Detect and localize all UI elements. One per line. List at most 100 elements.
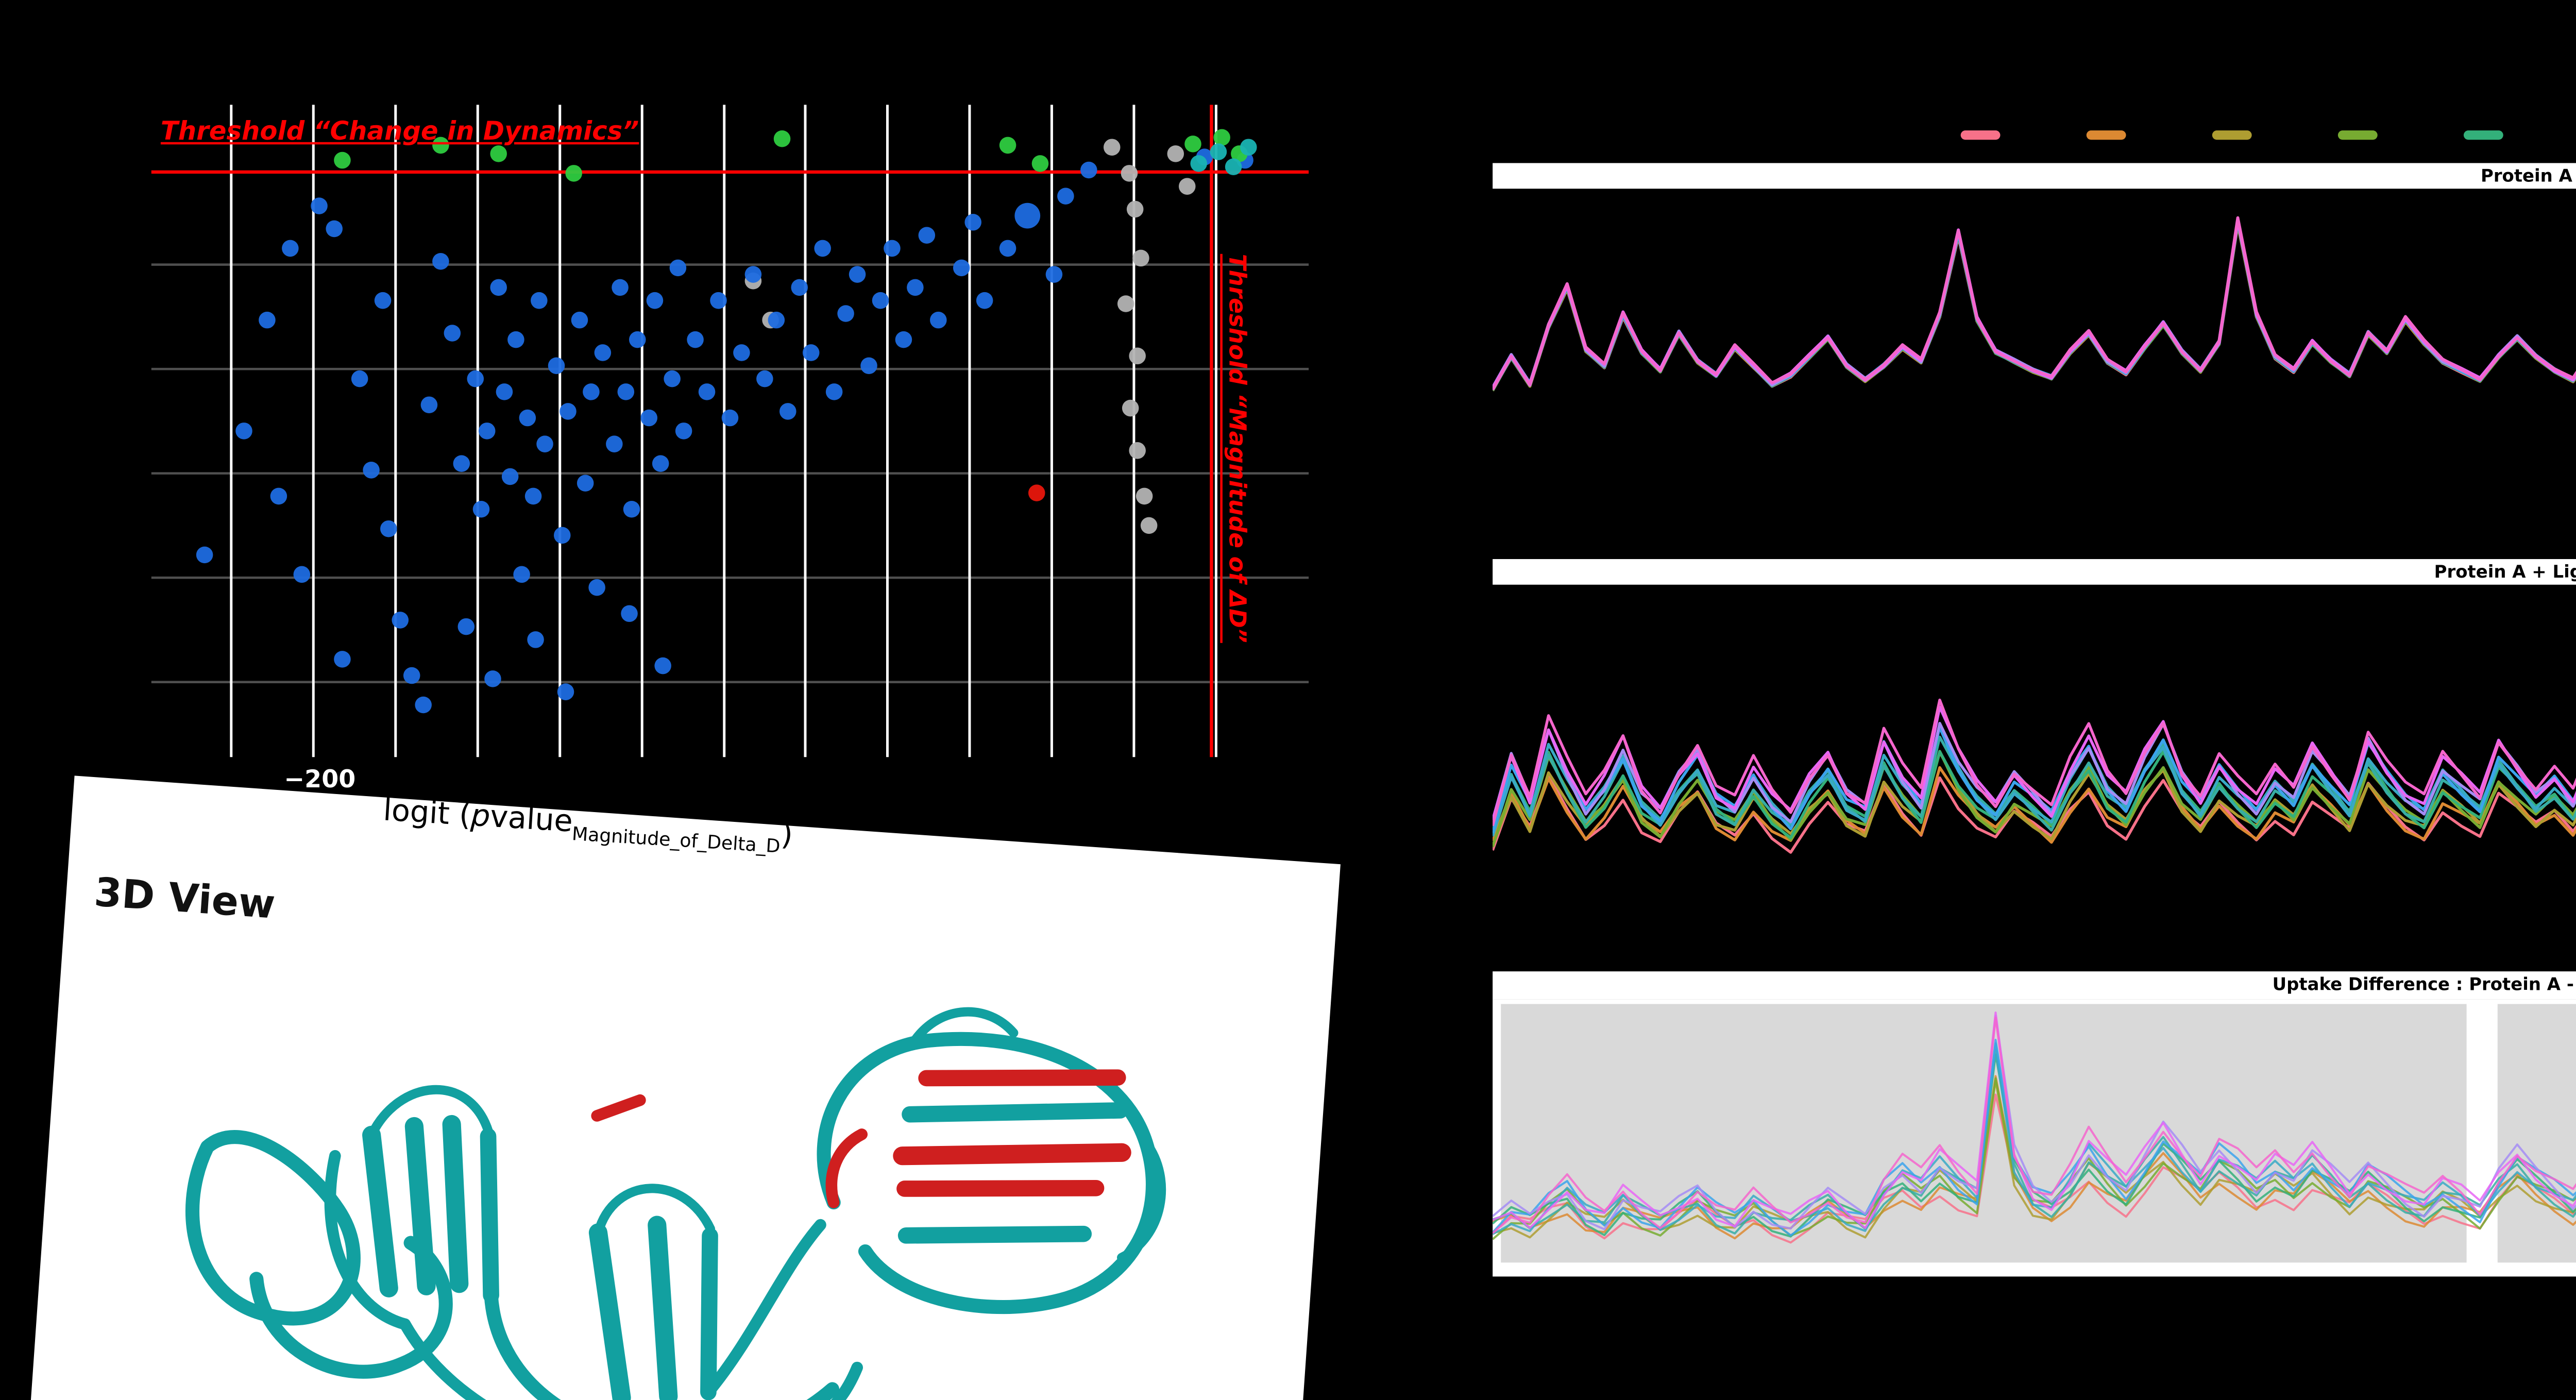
scatter-point-blue[interactable] bbox=[669, 259, 687, 277]
scatter-point-blue[interactable] bbox=[953, 259, 970, 277]
scatter-point-blue[interactable] bbox=[467, 370, 484, 387]
scatter-point-gray[interactable] bbox=[1132, 249, 1149, 267]
structure-3d-panel[interactable]: 3D View bbox=[26, 775, 1341, 1400]
scatter-point-green[interactable] bbox=[334, 151, 351, 169]
uptake-line-series-6[interactable] bbox=[1493, 1042, 2576, 1235]
uptake-line-series-5[interactable] bbox=[1493, 220, 2576, 423]
scatter-point-blue[interactable] bbox=[513, 566, 530, 583]
scatter-point-blue[interactable] bbox=[884, 240, 901, 257]
scatter-point-blue[interactable] bbox=[363, 462, 380, 479]
scatter-point-blue[interactable] bbox=[623, 500, 640, 518]
scatter-point-blue[interactable] bbox=[293, 566, 311, 583]
scatter-point-blue[interactable] bbox=[999, 240, 1016, 257]
scatter-point-blue[interactable] bbox=[270, 487, 287, 505]
scatter-point-blue[interactable] bbox=[907, 279, 924, 296]
scatter-point-gray[interactable] bbox=[1136, 487, 1153, 505]
uptake-line-series-8[interactable] bbox=[1493, 217, 2576, 403]
scatter-point-blue[interactable] bbox=[721, 409, 739, 427]
scatter-point-blue[interactable] bbox=[837, 305, 854, 322]
scatter-point-blue[interactable] bbox=[334, 651, 351, 668]
scatter-point-blue[interactable] bbox=[374, 292, 392, 309]
legend-swatch[interactable] bbox=[2086, 130, 2126, 139]
scatter-point-blue[interactable] bbox=[621, 605, 638, 622]
scatter-point-blue[interactable] bbox=[1045, 266, 1063, 283]
scatter-point-blue[interactable] bbox=[654, 657, 671, 674]
scatter-point-blue[interactable] bbox=[259, 311, 276, 329]
uptake-line-series-7[interactable] bbox=[1493, 1049, 2576, 1235]
scatter-point-blue[interactable] bbox=[282, 240, 299, 257]
scatter-point-blue[interactable] bbox=[235, 423, 252, 440]
scatter-point-blue[interactable] bbox=[646, 292, 664, 309]
scatter-point-gray[interactable] bbox=[1122, 399, 1139, 417]
scatter-point-blue[interactable] bbox=[664, 370, 681, 387]
scatter-point-blue[interactable] bbox=[872, 292, 889, 309]
scatter-point-blue[interactable] bbox=[531, 292, 548, 309]
scatter-point-green[interactable] bbox=[490, 145, 507, 162]
scatter-point-blue[interactable] bbox=[478, 423, 496, 440]
scatter-point-teal[interactable] bbox=[1190, 155, 1207, 172]
scatter-point-blue[interactable] bbox=[484, 670, 501, 687]
scatter-point-blue[interactable] bbox=[577, 475, 594, 492]
uptake-line-series-10[interactable] bbox=[1493, 1011, 2576, 1229]
scatter-point-blue[interactable] bbox=[652, 455, 669, 472]
scatter-point-blue[interactable] bbox=[519, 409, 536, 427]
volcano-canvas[interactable] bbox=[151, 105, 1309, 757]
scatter-point-blue[interactable] bbox=[629, 331, 646, 348]
scatter-point-blue[interactable] bbox=[1057, 188, 1074, 205]
scatter-point-gray[interactable] bbox=[1126, 200, 1144, 218]
scatter-point-blue[interactable] bbox=[617, 383, 635, 400]
scatter-point-blue[interactable] bbox=[687, 331, 704, 348]
scatter-point-blue[interactable] bbox=[548, 357, 565, 375]
scatter-point-blue[interactable] bbox=[507, 331, 524, 348]
scatter-point-teal[interactable] bbox=[1240, 139, 1257, 156]
uptake-line-series-11[interactable] bbox=[1493, 1017, 2576, 1234]
scatter-point-green[interactable] bbox=[565, 165, 582, 182]
scatter-point-blue[interactable] bbox=[976, 292, 993, 309]
scatter-point-blue[interactable] bbox=[918, 227, 936, 244]
scatter-point-teal[interactable] bbox=[1210, 143, 1227, 160]
scatter-point-blue[interactable] bbox=[1080, 161, 1097, 179]
scatter-point-blue[interactable] bbox=[710, 292, 727, 309]
scatter-point-green[interactable] bbox=[1031, 155, 1049, 172]
scatter-point-blue[interactable] bbox=[675, 423, 692, 440]
uptake-chart-protein-a[interactable] bbox=[1493, 189, 2576, 538]
scatter-point-blue[interactable] bbox=[588, 579, 605, 596]
scatter-point-green[interactable] bbox=[1184, 136, 1201, 153]
scatter-point-green[interactable] bbox=[1213, 129, 1230, 146]
scatter-point-blue[interactable] bbox=[501, 468, 519, 485]
uptake-line-series-7[interactable] bbox=[1493, 218, 2576, 409]
scatter-point-gray[interactable] bbox=[1129, 442, 1146, 459]
scatter-point-blue[interactable] bbox=[472, 500, 490, 518]
scatter-point-blue[interactable] bbox=[536, 435, 553, 452]
scatter-point-green[interactable] bbox=[773, 130, 791, 147]
scatter-point-teal[interactable] bbox=[1225, 158, 1242, 175]
scatter-point-blue[interactable] bbox=[380, 520, 397, 537]
scatter-point-gray[interactable] bbox=[1103, 139, 1121, 156]
uptake-difference-chart[interactable] bbox=[1493, 999, 2576, 1277]
scatter-point-gray[interactable] bbox=[1140, 517, 1158, 534]
legend-swatch[interactable] bbox=[1960, 130, 2001, 139]
scatter-point-green[interactable] bbox=[999, 137, 1016, 154]
scatter-point-blue[interactable] bbox=[553, 527, 571, 544]
volcano-plot[interactable]: Threshold “Change in Dynamics” Threshold… bbox=[151, 105, 1309, 857]
scatter-point-blue[interactable] bbox=[557, 683, 574, 700]
scatter-point-gray[interactable] bbox=[1129, 347, 1146, 365]
scatter-point-blue[interactable] bbox=[415, 696, 432, 714]
scatter-point-blue[interactable] bbox=[326, 220, 343, 238]
scatter-point-blue[interactable] bbox=[698, 383, 716, 400]
scatter-point-blue-large[interactable] bbox=[1014, 203, 1041, 229]
scatter-point-blue[interactable] bbox=[351, 370, 368, 387]
scatter-point-gray[interactable] bbox=[1117, 295, 1134, 312]
uptake-line-series-6[interactable] bbox=[1493, 221, 2576, 415]
scatter-point-blue[interactable] bbox=[640, 409, 657, 427]
scatter-point-blue[interactable] bbox=[524, 487, 542, 505]
scatter-point-blue[interactable] bbox=[571, 311, 588, 329]
scatter-point-blue[interactable] bbox=[420, 396, 438, 413]
uptake-line-series-11[interactable] bbox=[1493, 216, 2576, 391]
scatter-point-blue[interactable] bbox=[733, 344, 750, 361]
scatter-point-blue[interactable] bbox=[311, 197, 328, 214]
scatter-point-blue[interactable] bbox=[403, 667, 420, 684]
scatter-point-blue[interactable] bbox=[930, 311, 947, 329]
uptake-chart-protein-a-ligand[interactable] bbox=[1493, 585, 2576, 939]
scatter-point-blue[interactable] bbox=[768, 311, 785, 329]
